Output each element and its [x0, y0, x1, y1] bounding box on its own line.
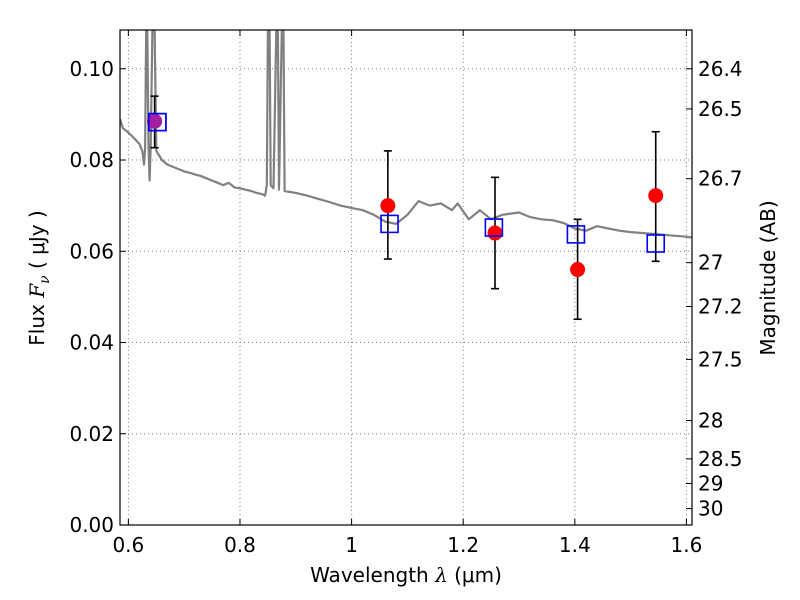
plot-area — [120, 30, 692, 321]
synthetic-point — [566, 225, 586, 244]
y-tick-label: 0.04 — [69, 331, 114, 355]
plot-frame — [119, 29, 693, 526]
y2-tick-label: 26.4 — [698, 57, 743, 81]
y2-tick-label: 27.5 — [698, 347, 743, 371]
y2-tick-label: 26.5 — [698, 97, 743, 121]
observed-point — [648, 188, 664, 204]
overlap-point — [147, 113, 163, 129]
x-axis-label: Wavelength λ (μm) — [310, 563, 502, 587]
x-tick-label: 0.8 — [224, 533, 256, 557]
synthetic-point — [484, 218, 504, 237]
y-axis-label: Flux Fν ( μJy ) — [25, 210, 53, 345]
y2-tick-label: 27.2 — [698, 294, 743, 318]
y2-tick-label: 30 — [698, 497, 723, 521]
y2-tick-label: 29 — [698, 471, 723, 495]
y-tick-label: 0.08 — [69, 148, 114, 172]
x-tick-label: 1 — [345, 533, 358, 557]
y2-tick-label: 27 — [698, 251, 723, 275]
y2-tick-label: 26.7 — [698, 167, 743, 191]
observed-point — [487, 225, 503, 241]
model-spectrum-line — [120, 30, 692, 239]
observed-point — [380, 198, 396, 214]
x-tick-label: 1.6 — [671, 533, 703, 557]
x-tick-label: 1.4 — [559, 533, 591, 557]
y2-axis-label: Magnitude (AB) — [756, 200, 780, 355]
y-tick-label: 0.02 — [69, 422, 114, 446]
y-tick-label: 0.00 — [69, 513, 114, 537]
y-tick-label: 0.10 — [69, 57, 114, 81]
synthetic-point — [646, 234, 666, 253]
synthetic-point — [148, 112, 167, 132]
x-tick-label: 0.6 — [112, 533, 144, 557]
y2-tick-label: 28 — [698, 409, 723, 433]
y-tick-label: 0.06 — [69, 239, 114, 263]
grid — [120, 30, 692, 526]
x-tick-label: 1.2 — [447, 533, 479, 557]
synthetic-point — [380, 214, 399, 234]
axes: 0.6 0.8 1 1.2 1.4 1.6 0.00 0.02 0.04 0.06 0.08 0.10… — [69, 30, 743, 557]
observed-point — [570, 262, 586, 278]
y2-tick-label: 28.5 — [698, 447, 743, 471]
